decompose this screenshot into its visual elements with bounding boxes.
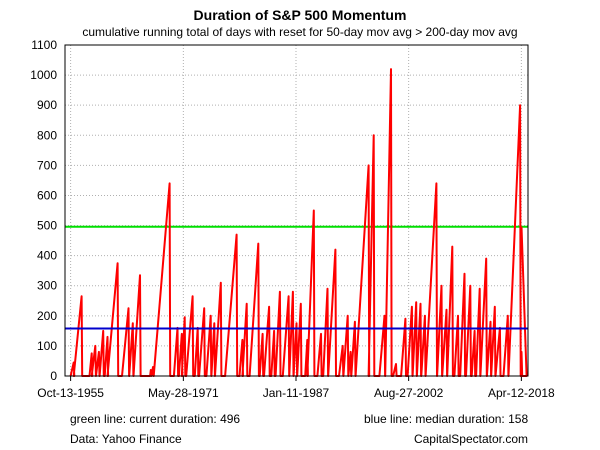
y-tick-label-7: 700 [37,158,57,172]
y-tick-label-5: 500 [37,219,57,233]
y-tick-label-8: 800 [37,128,57,142]
site-credit: CapitalSpectator.com [413,432,528,446]
x-tick-label-4: Apr-12-2018 [488,386,555,400]
y-tick-label-0: 0 [50,369,57,383]
plot-frame [64,44,529,377]
data-source-note: Data: Yahoo Finance [70,432,182,446]
median-duration-note: blue line: median duration: 158 [364,412,529,426]
y-tick-label-6: 600 [37,188,57,202]
chart-title: Duration of S&P 500 Momentum [193,7,407,23]
y-tick-label-9: 900 [37,98,57,112]
x-tick-label-0: Oct-13-1955 [37,386,104,400]
y-tick-label-3: 300 [37,279,57,293]
y-tick-label-4: 400 [37,249,57,263]
x-tick-label-2: Jan-11-1987 [263,386,330,400]
momentum-duration-series [69,68,528,377]
y-tick-label-2: 200 [37,309,57,323]
y-tick-label-11: 1100 [31,38,57,52]
current-duration-note: green line: current duration: 496 [70,412,241,426]
y-tick-label-10: 1000 [30,68,57,82]
y-tick-label-1: 100 [37,339,57,353]
x-tick-label-3: Aug-27-2002 [374,386,444,400]
chart-subtitle: cumulative running total of days with re… [82,25,518,39]
x-tick-label-1: May-28-1971 [148,386,219,400]
